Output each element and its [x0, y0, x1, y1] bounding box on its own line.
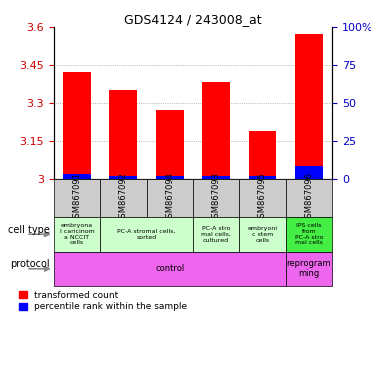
Text: reprogram
ming: reprogram ming [286, 259, 331, 278]
Text: GSM867093: GSM867093 [211, 172, 221, 223]
Bar [193, 217, 239, 252]
Text: embryoni
c stem
cells: embryoni c stem cells [247, 226, 278, 243]
Text: PC-A stro
mal cells,
cultured: PC-A stro mal cells, cultured [201, 226, 231, 243]
Text: GSM867091: GSM867091 [72, 172, 82, 223]
Bar [249, 131, 276, 179]
Bar [295, 35, 323, 179]
Text: embryona
l caricinom
a NCCIT
cells: embryona l caricinom a NCCIT cells [60, 223, 94, 245]
Bar [249, 176, 276, 179]
Text: IPS cells
from
PC-A stro
mal cells: IPS cells from PC-A stro mal cells [295, 223, 323, 245]
Bar [202, 83, 230, 179]
Bar [156, 176, 184, 179]
Legend: transformed count, percentile rank within the sample: transformed count, percentile rank withi… [19, 291, 187, 311]
Bar [239, 217, 286, 252]
Text: GSM867096: GSM867096 [304, 172, 313, 223]
Bar [54, 217, 100, 252]
Bar [100, 217, 193, 252]
Bar [100, 179, 147, 217]
Text: cell type: cell type [8, 225, 50, 235]
Text: PC-A stromal cells,
sorted: PC-A stromal cells, sorted [117, 229, 176, 240]
Text: GSM867094: GSM867094 [165, 172, 174, 223]
Bar [239, 179, 286, 217]
Bar [295, 166, 323, 179]
Bar [202, 176, 230, 179]
Bar [156, 110, 184, 179]
Bar [286, 217, 332, 252]
Text: GSM867092: GSM867092 [119, 172, 128, 223]
Bar [109, 90, 137, 179]
Bar [147, 179, 193, 217]
Text: control: control [155, 264, 184, 273]
Bar [63, 73, 91, 179]
Bar [286, 179, 332, 217]
Bar [54, 179, 100, 217]
Bar [63, 174, 91, 179]
Text: GSM867095: GSM867095 [258, 172, 267, 223]
Bar [54, 252, 286, 286]
Bar [109, 176, 137, 179]
Bar [286, 252, 332, 286]
Bar [193, 179, 239, 217]
Text: protocol: protocol [10, 259, 50, 269]
Title: GDS4124 / 243008_at: GDS4124 / 243008_at [124, 13, 262, 26]
